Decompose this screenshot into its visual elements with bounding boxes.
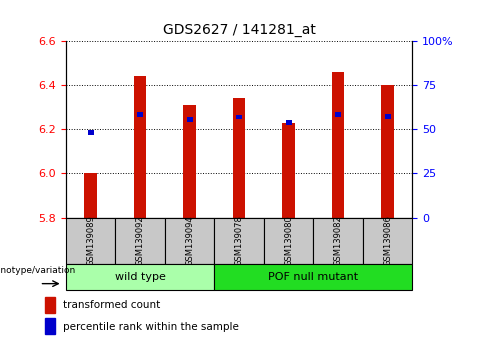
Text: wild type: wild type [115, 272, 165, 282]
Bar [363, 218, 412, 264]
Bar [285, 120, 292, 125]
Text: GSM139086: GSM139086 [383, 215, 392, 266]
Bar [66, 264, 214, 290]
Bar [214, 218, 264, 264]
Text: POF null mutant: POF null mutant [268, 272, 358, 282]
Bar [283, 122, 295, 218]
Bar [186, 117, 193, 122]
Text: transformed count: transformed count [63, 300, 160, 310]
Bar [134, 76, 146, 218]
Bar [335, 113, 341, 117]
Bar [165, 218, 214, 264]
Bar [214, 264, 412, 290]
Bar [233, 98, 245, 218]
Bar [88, 130, 94, 135]
Text: GSM139092: GSM139092 [136, 215, 144, 266]
Bar [332, 72, 345, 218]
Bar [382, 85, 394, 218]
Text: genotype/variation: genotype/variation [0, 266, 76, 275]
Bar [313, 218, 363, 264]
Bar [45, 318, 55, 334]
Bar [45, 297, 55, 313]
Bar [385, 114, 390, 119]
Text: GSM139080: GSM139080 [284, 215, 293, 266]
Bar [84, 173, 97, 218]
Text: GSM139078: GSM139078 [235, 215, 244, 266]
Bar [236, 115, 242, 119]
Text: GSM139082: GSM139082 [334, 215, 343, 266]
Bar [183, 105, 196, 218]
Bar [66, 218, 115, 264]
Bar [264, 218, 313, 264]
Text: GSM139089: GSM139089 [86, 215, 95, 266]
Bar [137, 113, 143, 117]
Bar [115, 218, 165, 264]
Text: percentile rank within the sample: percentile rank within the sample [63, 322, 239, 332]
Text: GSM139094: GSM139094 [185, 215, 194, 266]
Title: GDS2627 / 141281_at: GDS2627 / 141281_at [163, 23, 316, 37]
